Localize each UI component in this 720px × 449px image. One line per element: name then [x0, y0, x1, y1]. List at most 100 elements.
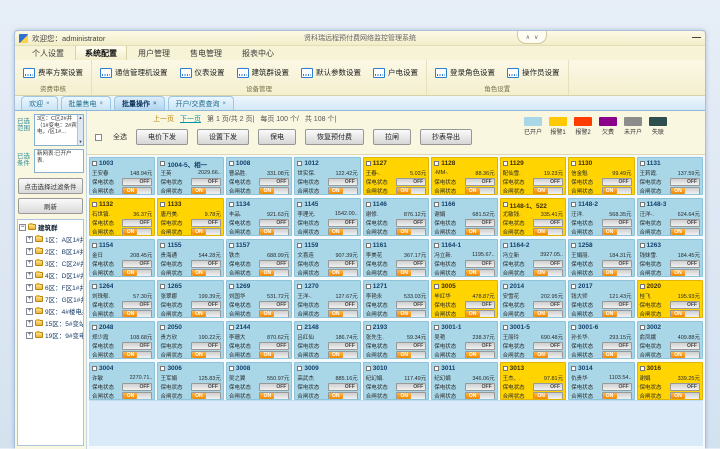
- expand-icon[interactable]: [26, 247, 33, 255]
- protect-status-toggle[interactable]: OFF: [464, 341, 495, 350]
- close-tab-icon[interactable]: [223, 101, 227, 107]
- switch-status-toggle[interactable]: ON: [464, 309, 495, 317]
- protect-status-toggle[interactable]: OFF: [259, 177, 290, 186]
- protect-status-toggle[interactable]: OFF: [190, 341, 221, 350]
- room-checkbox[interactable]: [639, 161, 645, 166]
- switch-status-toggle[interactable]: ON: [533, 391, 564, 399]
- protect-status-toggle[interactable]: OFF: [122, 300, 153, 309]
- room-checkbox[interactable]: [92, 325, 97, 330]
- tree-node[interactable]: 19区：9#变电站（: [26, 330, 83, 340]
- switch-status-toggle[interactable]: ON: [122, 186, 153, 194]
- switch-status-toggle[interactable]: ON: [396, 350, 427, 358]
- room-checkbox[interactable]: [502, 202, 508, 207]
- room-checkbox[interactable]: [228, 325, 234, 330]
- protect-status-toggle[interactable]: OFF: [601, 259, 632, 268]
- protect-status-toggle[interactable]: OFF: [533, 341, 564, 350]
- ribbon-tab[interactable]: 报表中心: [233, 46, 283, 60]
- ribbon-tab[interactable]: 用户管理: [129, 46, 179, 60]
- expand-icon[interactable]: [26, 235, 33, 243]
- room-checkbox[interactable]: [92, 284, 97, 289]
- switch-status-toggle[interactable]: ON: [259, 309, 290, 317]
- room-checkbox[interactable]: [571, 243, 577, 248]
- protect-status-toggle[interactable]: OFF: [601, 341, 632, 350]
- select-all-checkbox[interactable]: [95, 133, 102, 141]
- protect-status-toggle[interactable]: OFF: [669, 300, 700, 309]
- room-checkbox[interactable]: [434, 366, 440, 371]
- protect-status-toggle[interactable]: OFF: [327, 341, 358, 350]
- close-tab-icon[interactable]: [100, 101, 104, 107]
- prev-page-link[interactable]: 上一页: [153, 116, 174, 123]
- action-button[interactable]: 电价下发: [136, 129, 188, 145]
- selected-range-box[interactable]: 3区：C区2#井（1#变电：2#宾电，/区1#… ▲ ▼: [34, 114, 84, 146]
- switch-status-toggle[interactable]: ON: [533, 309, 564, 317]
- protect-status-toggle[interactable]: OFF: [464, 382, 495, 391]
- switch-status-toggle[interactable]: ON: [669, 391, 700, 399]
- protect-status-toggle[interactable]: OFF: [464, 177, 495, 186]
- protect-status-toggle[interactable]: OFF: [122, 382, 153, 391]
- switch-status-toggle[interactable]: ON: [190, 268, 221, 276]
- protect-status-toggle[interactable]: OFF: [669, 382, 700, 391]
- room-checkbox[interactable]: [160, 202, 166, 207]
- room-checkbox[interactable]: [228, 243, 234, 248]
- close-tab-icon[interactable]: [153, 101, 157, 107]
- switch-status-toggle[interactable]: ON: [259, 227, 290, 235]
- ribbon-tab[interactable]: 售电管理: [181, 46, 231, 60]
- protect-status-toggle[interactable]: OFF: [190, 382, 221, 391]
- room-checkbox[interactable]: [365, 284, 371, 289]
- protect-status-toggle[interactable]: OFF: [464, 259, 495, 268]
- scroll-down-icon[interactable]: ▼: [78, 138, 83, 144]
- tree-root-node[interactable]: 建筑群: [19, 222, 82, 232]
- protect-status-toggle[interactable]: OFF: [396, 382, 427, 391]
- tree-node[interactable]: 15区：5#变站（3#: [26, 318, 83, 328]
- protect-status-toggle[interactable]: OFF: [327, 218, 358, 227]
- switch-status-toggle[interactable]: ON: [122, 350, 153, 358]
- room-checkbox[interactable]: [365, 243, 371, 248]
- choose-filter-button[interactable]: 点击选择过滤条件: [18, 178, 83, 194]
- switch-status-toggle[interactable]: ON: [122, 391, 153, 399]
- expand-icon[interactable]: [26, 307, 33, 315]
- protect-status-toggle[interactable]: OFF: [533, 259, 564, 268]
- switch-status-toggle[interactable]: ON: [669, 350, 700, 358]
- ribbon-button[interactable]: 登录角色设置: [435, 67, 495, 78]
- protect-status-toggle[interactable]: OFF: [601, 177, 632, 186]
- room-checkbox[interactable]: [228, 202, 234, 207]
- tree-node[interactable]: 7区：G区1#井: [26, 294, 83, 304]
- protect-status-toggle[interactable]: OFF: [396, 300, 427, 309]
- action-button[interactable]: 恢复预付费: [305, 129, 364, 145]
- room-checkbox[interactable]: [92, 243, 97, 248]
- switch-status-toggle[interactable]: ON: [190, 309, 221, 317]
- tree-node[interactable]: 2区：B区1#井（宾: [26, 246, 83, 256]
- switch-status-toggle[interactable]: ON: [190, 391, 221, 399]
- protect-status-toggle[interactable]: OFF: [327, 300, 358, 309]
- switch-status-toggle[interactable]: ON: [190, 350, 221, 358]
- room-checkbox[interactable]: [502, 161, 508, 166]
- switch-status-toggle[interactable]: ON: [464, 391, 495, 399]
- protect-status-toggle[interactable]: OFF: [190, 300, 221, 309]
- switch-status-toggle[interactable]: ON: [669, 186, 700, 194]
- protect-status-toggle[interactable]: OFF: [259, 341, 290, 350]
- document-tab[interactable]: 批量操作: [114, 96, 165, 110]
- protect-status-toggle[interactable]: OFF: [122, 259, 153, 268]
- protect-status-toggle[interactable]: OFF: [464, 218, 495, 227]
- protect-status-toggle[interactable]: OFF: [533, 300, 564, 309]
- switch-status-toggle[interactable]: ON: [327, 391, 358, 399]
- protect-status-toggle[interactable]: OFF: [669, 259, 700, 268]
- protect-status-toggle[interactable]: OFF: [259, 218, 290, 227]
- switch-status-toggle[interactable]: ON: [122, 268, 153, 276]
- switch-status-toggle[interactable]: ON: [464, 227, 495, 235]
- tree-node[interactable]: 6区：F区1#井（3#: [26, 282, 83, 292]
- protect-status-toggle[interactable]: OFF: [464, 300, 495, 309]
- switch-status-toggle[interactable]: ON: [669, 268, 700, 276]
- protect-status-toggle[interactable]: OFF: [122, 177, 153, 186]
- scrollbar[interactable]: ▲ ▼: [77, 115, 83, 145]
- tree-node[interactable]: 1区：A区1#井: [26, 234, 83, 244]
- protect-status-toggle[interactable]: OFF: [396, 341, 427, 350]
- close-tab-icon[interactable]: [46, 101, 50, 107]
- room-checkbox[interactable]: [502, 325, 508, 330]
- switch-status-toggle[interactable]: ON: [533, 350, 564, 358]
- protect-status-toggle[interactable]: OFF: [601, 300, 632, 309]
- room-checkbox[interactable]: [160, 284, 166, 289]
- protect-status-toggle[interactable]: OFF: [669, 177, 700, 186]
- room-checkbox[interactable]: [571, 161, 577, 166]
- expand-icon[interactable]: [26, 271, 33, 279]
